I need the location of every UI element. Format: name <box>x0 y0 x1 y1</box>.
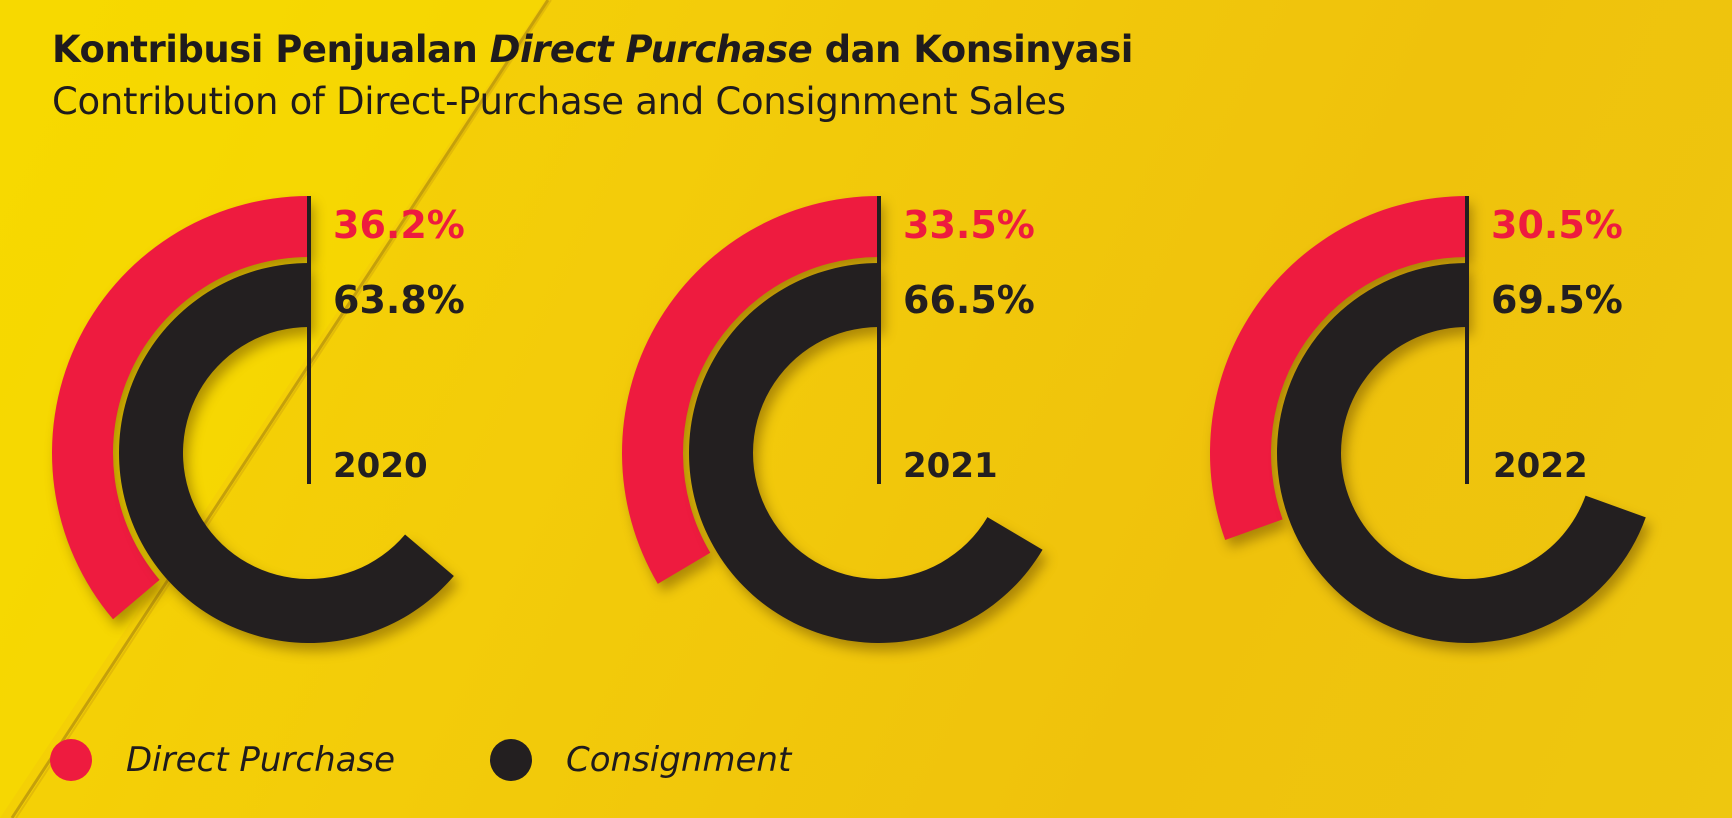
year-label-2022: 2022 <box>1493 446 1588 486</box>
chart-subtitle: Contribution of Direct-Purchase and Cons… <box>52 80 1066 123</box>
legend-label-consignment: Consignment <box>566 740 792 780</box>
title-italic: Direct Purchase <box>489 28 813 71</box>
legend-label-direct-purchase: Direct Purchase <box>126 740 396 780</box>
title-suffix: dan Konsinyasi <box>812 28 1134 71</box>
legend-swatch-direct-purchase <box>50 739 92 781</box>
arc-direct-purchase-2020 <box>51 196 309 620</box>
year-label-2020: 2020 <box>333 446 428 486</box>
title-prefix: Kontribusi Penjualan <box>52 28 490 71</box>
legend-item-consignment: Consignment <box>490 737 791 783</box>
arc-consignment-2021 <box>689 263 1043 643</box>
chart-title: Kontribusi Penjualan Direct Purchase dan… <box>52 28 1133 71</box>
value-label-direct-purchase-2021: 33.5% <box>903 203 1035 247</box>
arc-direct-purchase-2021 <box>621 196 879 584</box>
arc-consignment-2020 <box>119 263 454 643</box>
arc-consignment-2022 <box>1277 263 1646 643</box>
value-label-consignment-2021: 66.5% <box>903 278 1035 322</box>
value-label-direct-purchase-2020: 36.2% <box>333 203 465 247</box>
legend-item-direct-purchase: Direct Purchase <box>50 737 395 783</box>
value-label-consignment-2020: 63.8% <box>333 278 465 322</box>
value-label-direct-purchase-2022: 30.5% <box>1491 203 1623 247</box>
legend-swatch-consignment <box>490 739 532 781</box>
arc-direct-purchase-2022 <box>1209 196 1467 541</box>
legend: Direct Purchase Consignment <box>0 737 900 783</box>
value-label-consignment-2022: 69.5% <box>1491 278 1623 322</box>
year-label-2021: 2021 <box>903 446 998 486</box>
